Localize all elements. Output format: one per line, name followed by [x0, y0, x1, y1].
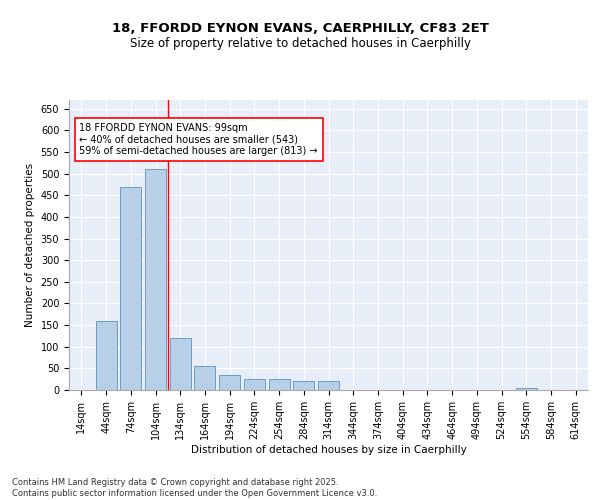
Text: 18, FFORDD EYNON EVANS, CAERPHILLY, CF83 2ET: 18, FFORDD EYNON EVANS, CAERPHILLY, CF83… [112, 22, 488, 36]
X-axis label: Distribution of detached houses by size in Caerphilly: Distribution of detached houses by size … [191, 444, 466, 454]
Bar [516, 388, 537, 390]
Bar [170, 338, 191, 390]
Y-axis label: Number of detached properties: Number of detached properties [25, 163, 35, 327]
Bar [244, 379, 265, 390]
Bar [120, 186, 141, 390]
Bar [269, 379, 290, 390]
Bar [194, 366, 215, 390]
Bar [95, 320, 116, 390]
Bar [219, 375, 240, 390]
Text: Contains HM Land Registry data © Crown copyright and database right 2025.
Contai: Contains HM Land Registry data © Crown c… [12, 478, 377, 498]
Bar [318, 382, 339, 390]
Bar [145, 170, 166, 390]
Text: Size of property relative to detached houses in Caerphilly: Size of property relative to detached ho… [130, 38, 470, 51]
Bar [293, 382, 314, 390]
Text: 18 FFORDD EYNON EVANS: 99sqm
← 40% of detached houses are smaller (543)
59% of s: 18 FFORDD EYNON EVANS: 99sqm ← 40% of de… [79, 123, 318, 156]
